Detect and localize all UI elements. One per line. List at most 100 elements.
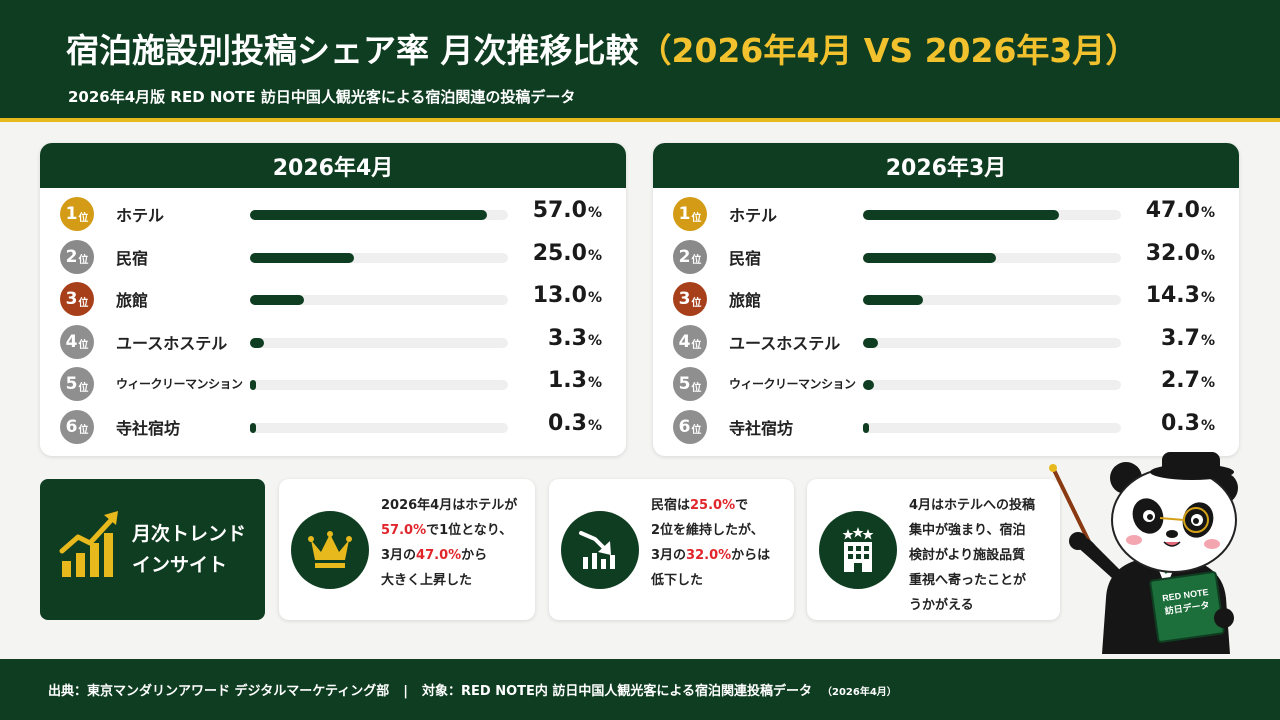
value-label: 25.0%	[533, 241, 602, 266]
value-number: 25.0	[532, 240, 587, 266]
insight-text-minshuku: 民宿は25.0%で 2位を維持したが、 3月の32.0%からは 低下した	[651, 493, 786, 593]
bar-fill	[863, 295, 923, 305]
value-number: 3.7	[1160, 325, 1200, 351]
card1-line2: で1位となり、	[426, 523, 513, 538]
rank-number: 2	[678, 246, 691, 267]
card3-line4: 重視へ寄ったことが	[909, 573, 1027, 588]
value-unit: %	[1200, 205, 1215, 221]
bar-fill	[250, 295, 305, 305]
card3-line2: 集中が強まり、宿泊	[909, 523, 1026, 538]
card1-red2: 47.0%	[416, 548, 462, 563]
value-unit: %	[587, 332, 602, 349]
bar-track	[863, 422, 1121, 433]
card1-line3a: 3月の	[381, 548, 417, 563]
value-number: 2.7	[1160, 368, 1200, 393]
value-unit: %	[587, 417, 602, 434]
bar-fill	[863, 422, 869, 433]
value-number: 13.0	[532, 283, 587, 308]
value-label: 32.0%	[1146, 241, 1215, 266]
value-label: 13.0%	[533, 283, 602, 308]
rank-number: 3	[65, 289, 78, 309]
ranking-row: 4 位 ユースホステル 3.3%	[40, 320, 626, 363]
rank-number: 5	[65, 374, 78, 394]
rank-suffix: 位	[78, 297, 89, 309]
rank-suffix: 位	[691, 212, 702, 224]
card2-line1a: 民宿は	[651, 498, 691, 513]
value-unit: %	[1200, 332, 1215, 349]
bar-fill	[250, 210, 488, 220]
card1-line3b: から	[461, 548, 488, 563]
value-unit: %	[1200, 247, 1215, 264]
bar-track	[250, 380, 508, 390]
value-label: 14.3%	[1146, 283, 1215, 308]
rank-suffix: 位	[691, 425, 702, 436]
panel-title-april: 2026年4月	[40, 143, 626, 188]
ranking-row: 6 位 寺社宿坊 0.3%	[653, 405, 1239, 448]
category-label: ホテル	[116, 206, 165, 225]
value-label: 3.7%	[1161, 326, 1215, 351]
value-label: 1.3%	[548, 368, 602, 393]
bar-track	[863, 380, 1121, 390]
insight-text-quality: 4月はホテルへの投稿 集中が強まり、宿泊 検討がより施設品質 重視へ寄ったことが…	[909, 493, 1052, 618]
page-subtitle: 2026年4月版 RED NOTE 訪日中国人観光客による宿泊関連の投稿データ	[68, 88, 576, 106]
bar-track	[863, 337, 1121, 348]
bar-fill	[250, 337, 264, 348]
ranking-row: 4 位 ユースホステル 3.7%	[653, 320, 1239, 363]
rank-number: 1	[678, 204, 691, 224]
insight-card-minshuku: 民宿は25.0%で 2位を維持したが、 3月の32.0%からは 低下した	[549, 479, 794, 620]
bar-fill	[250, 422, 256, 433]
card2-line3a: 3月の	[651, 548, 687, 563]
rank-number: 3	[678, 289, 691, 309]
card2-red2: 32.0%	[686, 548, 732, 563]
card1-line4: 大きく上昇した	[381, 573, 473, 588]
rank-suffix: 位	[691, 382, 702, 394]
bar-track	[250, 422, 508, 433]
category-label: 旅館	[729, 291, 762, 310]
bar-track	[863, 295, 1121, 305]
card2-red1: 25.0%	[690, 498, 736, 513]
ranking-rows-april: 1 位ホテル 57.0% 2 位民宿 25.0% 3 位旅館 13.0% 4 位ユースホステル 3.3…	[40, 188, 626, 447]
category-label: 民宿	[116, 248, 149, 268]
bar-track	[250, 210, 508, 220]
value-unit: %	[587, 247, 602, 264]
ranking-row: 2 位 民宿 32.0%	[653, 235, 1239, 278]
trend-down-icon-circle	[561, 511, 639, 589]
rank-suffix: 位	[691, 255, 702, 266]
bar-track	[863, 210, 1121, 220]
growth-chart-icon	[59, 511, 118, 577]
bar-track	[250, 295, 508, 305]
bar-fill	[863, 380, 875, 390]
ranking-row: 1 位 ホテル 57.0%	[40, 192, 626, 235]
insight-card-hotel: 2026年4月はホテルが 57.0%で1位となり、 3月の47.0%から 大きく…	[279, 479, 535, 620]
trend-insight-box: 月次トレンド インサイト	[40, 479, 265, 620]
bar-fill	[863, 337, 879, 348]
category-label: 寺社宿坊	[116, 418, 181, 438]
value-unit: %	[1200, 417, 1215, 434]
rank-number: 2	[65, 246, 78, 267]
rank-suffix: 位	[78, 425, 89, 436]
card1-red1: 57.0%	[381, 523, 427, 538]
panel-title-march: 2026年3月	[653, 143, 1239, 188]
title-highlight: （2026年4月 VS 2026年3月）	[638, 31, 1139, 70]
rank-suffix: 位	[78, 255, 89, 266]
ranking-row: 6 位 寺社宿坊 0.3%	[40, 405, 626, 448]
footer-source: 出典：東京マンダリンアワード デジタルマーケティング部 | 対象：RED NOTE内…	[48, 680, 897, 699]
footer-target-text: 対象：RED NOTE内 訪日中国人観光客による宿泊関連投稿データ	[421, 684, 813, 699]
card1-line1: 2026年4月はホテルが	[381, 498, 518, 513]
bar-fill	[863, 252, 997, 263]
value-unit: %	[587, 205, 602, 221]
category-label: 寺社宿坊	[729, 418, 794, 438]
crown-icon	[308, 531, 352, 568]
bar-fill	[250, 380, 256, 390]
card3-line5: うかがえる	[909, 598, 974, 613]
rank-suffix: 位	[691, 340, 702, 351]
insight-text-hotel: 2026年4月はホテルが 57.0%で1位となり、 3月の47.0%から 大きく…	[381, 493, 527, 593]
category-label: ユースホステル	[729, 333, 841, 353]
